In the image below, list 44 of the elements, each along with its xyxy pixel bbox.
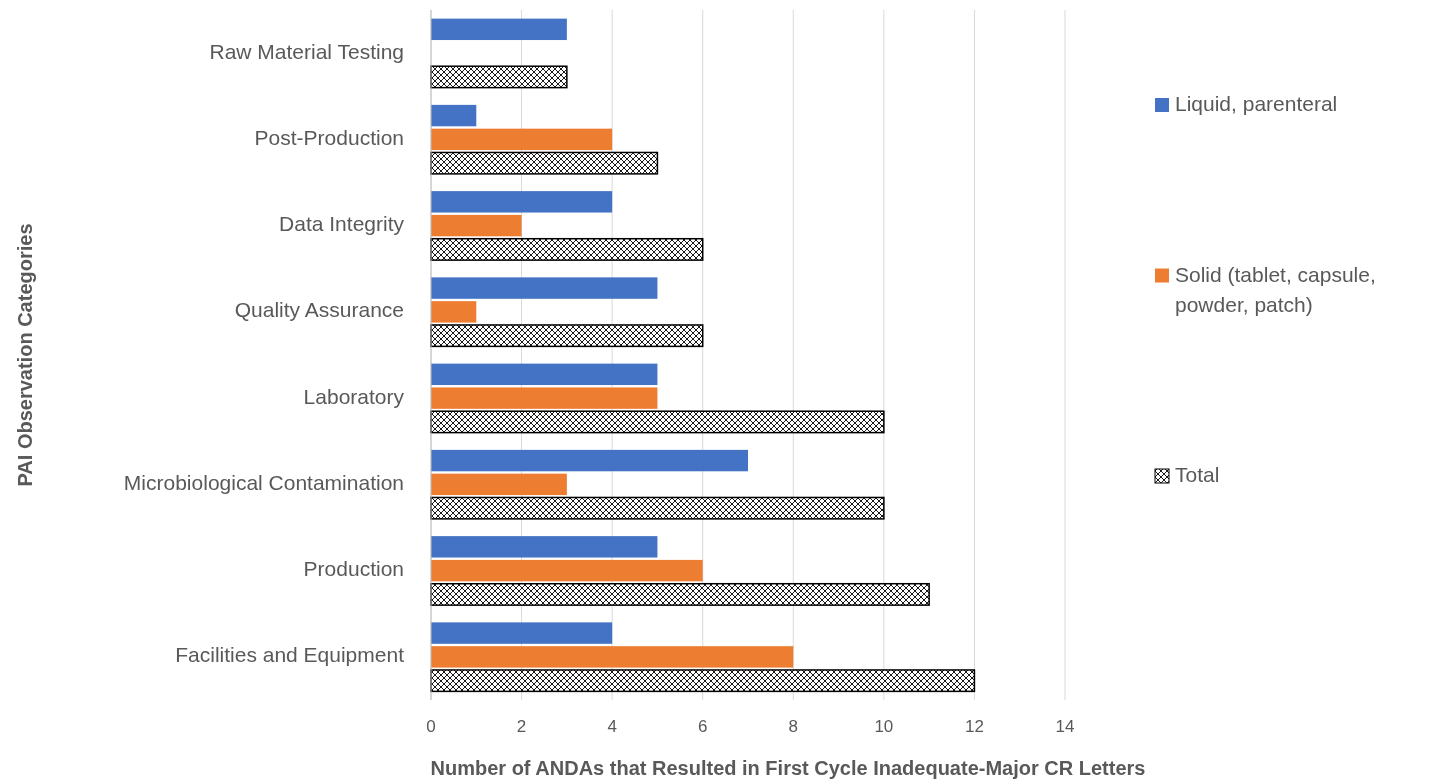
bar (430, 496, 885, 520)
bar (430, 151, 659, 175)
bar (431, 191, 613, 213)
x-tick-label: 8 (788, 717, 799, 736)
bar (431, 646, 794, 668)
bar (431, 449, 748, 472)
legend-label: Total (1175, 462, 1220, 486)
bar (431, 301, 477, 323)
y-axis-title: PAI Observation Categories (14, 223, 36, 487)
bar (430, 582, 930, 606)
x-tick-label: 4 (607, 717, 617, 736)
bar (431, 473, 567, 496)
y-tick-label: Data Integrity (279, 212, 405, 236)
bar (431, 387, 658, 409)
bar (431, 622, 613, 644)
bar (431, 214, 522, 237)
bar (431, 536, 658, 558)
x-tick-label: 10 (874, 717, 894, 736)
x-axis-title: Number of ANDAs that Resulted in First Cycle Inadequate-Major CR Letters (430, 757, 1146, 779)
bar (430, 65, 568, 89)
y-tick-label: Laboratory (303, 384, 405, 408)
bar (431, 18, 567, 41)
bar (431, 128, 613, 151)
bar (430, 669, 976, 693)
y-tick-label: Microbiological Contamination (123, 470, 404, 494)
y-tick-label: Production (303, 557, 404, 581)
x-tick-label: 14 (1055, 717, 1075, 736)
legend-label: Solid (tablet, capsule, powder, patch) (1175, 262, 1376, 316)
x-tick-label: 0 (426, 717, 436, 736)
bar (431, 277, 658, 299)
y-tick-label: Quality Assurance (234, 298, 404, 322)
y-tick-label: Facilities and Equipment (175, 643, 405, 667)
bar (431, 104, 477, 127)
bar (430, 410, 885, 434)
bar (430, 324, 704, 348)
bar (431, 363, 658, 386)
x-tick-label: 6 (697, 717, 708, 736)
x-tick-label: 12 (964, 717, 984, 736)
bar (430, 237, 704, 261)
legend-label: Liquid, parenteral (1175, 91, 1338, 115)
y-tick-label: Post-Production (254, 125, 404, 149)
bar (431, 559, 703, 582)
y-tick-label: Raw Material Testing (209, 39, 404, 63)
x-tick-label: 2 (516, 717, 527, 736)
